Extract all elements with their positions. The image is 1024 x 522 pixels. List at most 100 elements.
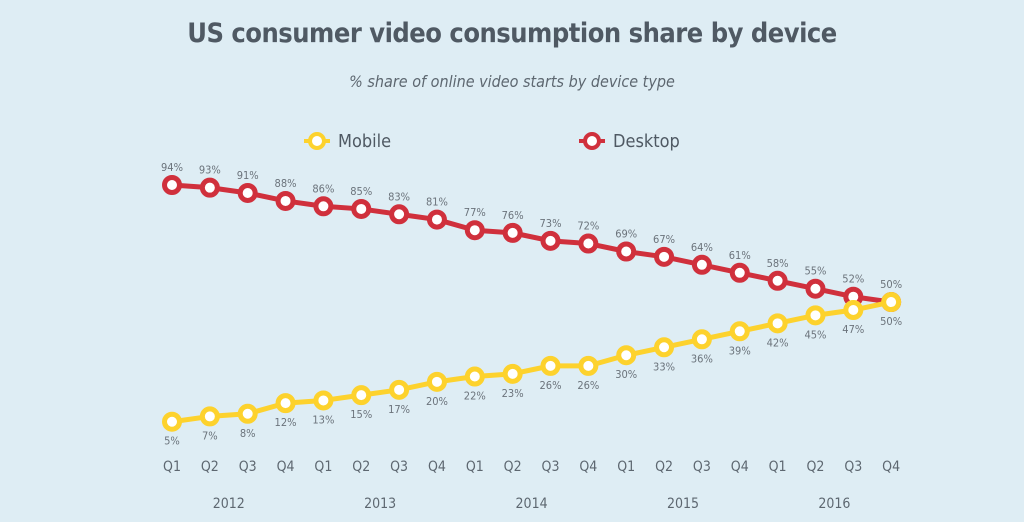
data-point-desktop: [654, 246, 675, 267]
data-point-mobile: [237, 403, 258, 424]
x-year-label: 2013: [364, 496, 396, 512]
data-label-mobile: 20%: [426, 395, 448, 408]
data-label-mobile: 39%: [729, 344, 751, 357]
x-tick-label: Q3: [239, 459, 257, 475]
data-label-desktop: 88%: [275, 177, 297, 190]
data-label-mobile: 50%: [880, 315, 902, 328]
x-year-label: 2015: [667, 496, 699, 512]
data-point-mobile: [540, 355, 561, 376]
x-tick-label: Q1: [617, 459, 635, 475]
data-label-desktop: 52%: [842, 273, 864, 286]
data-point-desktop: [275, 190, 296, 211]
x-year-label: 2016: [818, 496, 850, 512]
data-point-mobile: [881, 292, 902, 313]
x-tick-label: Q2: [806, 459, 824, 475]
data-point-mobile: [162, 411, 182, 432]
data-label-desktop: 85%: [350, 185, 372, 198]
data-label-desktop: 73%: [540, 217, 562, 230]
data-label-mobile: 12%: [275, 416, 297, 429]
data-point-mobile: [426, 371, 447, 392]
data-label-desktop: 64%: [691, 241, 713, 254]
data-label-desktop: 58%: [767, 257, 789, 270]
data-label-desktop: 83%: [388, 190, 410, 203]
data-point-desktop: [540, 230, 561, 251]
x-tick-label: Q4: [277, 459, 295, 475]
x-tick-label: Q4: [428, 459, 446, 475]
data-label-mobile: 17%: [388, 403, 410, 416]
chart-subtitle: % share of online video starts by device…: [349, 72, 675, 91]
x-tick-label: Q2: [655, 459, 673, 475]
data-label-mobile: 7%: [202, 429, 218, 442]
data-point-mobile: [389, 379, 410, 400]
x-tick-label: Q1: [769, 459, 787, 475]
data-label-mobile: 23%: [502, 387, 524, 400]
data-label-mobile: 26%: [540, 379, 562, 392]
data-label-desktop: 50%: [880, 278, 902, 291]
legend: Mobile Desktop: [304, 131, 680, 152]
data-label-desktop: 67%: [653, 233, 675, 246]
data-label-mobile: 33%: [653, 360, 675, 373]
x-tick-label: Q4: [882, 459, 900, 475]
data-label-mobile: 22%: [464, 390, 486, 403]
x-tick-label: Q4: [579, 459, 597, 475]
data-point-mobile: [578, 355, 599, 376]
data-point-desktop: [691, 254, 712, 275]
data-label-mobile: 30%: [615, 368, 637, 381]
data-point-desktop: [502, 222, 523, 243]
data-point-mobile: [313, 390, 334, 411]
data-label-desktop: 76%: [502, 209, 524, 222]
data-point-desktop: [162, 175, 182, 195]
chart-title: US consumer video consumption share by d…: [187, 18, 837, 49]
x-tick-label: Q1: [314, 459, 332, 475]
data-label-desktop: 86%: [312, 182, 334, 195]
data-point-mobile: [654, 337, 675, 358]
data-point-mobile: [275, 393, 296, 414]
data-point-desktop: [351, 198, 372, 219]
data-label-mobile: 36%: [691, 352, 713, 365]
x-tick-label: Q3: [542, 459, 560, 475]
data-label-mobile: 47%: [842, 323, 864, 336]
data-point-desktop: [199, 177, 220, 198]
data-point-mobile: [502, 363, 523, 384]
data-label-mobile: 8%: [240, 427, 256, 440]
data-label-mobile: 26%: [577, 379, 599, 392]
data-label-mobile: 15%: [350, 408, 372, 421]
data-label-desktop: 81%: [426, 196, 448, 209]
x-tick-label: Q1: [163, 459, 181, 475]
data-point-mobile: [729, 321, 750, 342]
legend-marker-mobile: [308, 132, 326, 150]
legend-label-mobile: Mobile: [338, 131, 391, 152]
legend-marker-desktop: [583, 132, 601, 150]
data-point-mobile: [691, 329, 712, 350]
data-point-mobile: [843, 300, 864, 321]
data-point-desktop: [578, 233, 599, 254]
data-label-desktop: 72%: [577, 220, 599, 233]
data-label-desktop: 94%: [161, 161, 183, 174]
legend-label-desktop: Desktop: [613, 131, 680, 152]
data-label-desktop: 77%: [464, 206, 486, 219]
data-label-desktop: 55%: [804, 265, 826, 278]
x-tick-label: Q2: [201, 459, 219, 475]
x-tick-label: Q3: [844, 459, 862, 475]
x-tick-label: Q2: [352, 459, 370, 475]
data-point-desktop: [464, 220, 485, 241]
x-tick-label: Q3: [390, 459, 408, 475]
data-label-mobile: 45%: [804, 328, 826, 341]
data-label-desktop: 69%: [615, 228, 637, 241]
data-label-mobile: 42%: [767, 336, 789, 349]
legend-item-mobile: Mobile: [304, 131, 391, 152]
data-point-mobile: [805, 305, 826, 326]
x-tick-label: Q3: [693, 459, 711, 475]
data-point-desktop: [805, 278, 826, 299]
data-point-desktop: [767, 270, 788, 291]
data-label-mobile: 13%: [312, 413, 334, 426]
data-label-desktop: 93%: [199, 164, 221, 177]
x-year-label: 2014: [516, 496, 548, 512]
data-point-desktop: [426, 209, 447, 230]
data-point-desktop: [729, 262, 750, 283]
data-point-desktop: [237, 182, 258, 203]
x-year-label: 2012: [213, 496, 245, 512]
data-point-mobile: [464, 366, 485, 387]
x-tick-label: Q1: [466, 459, 484, 475]
